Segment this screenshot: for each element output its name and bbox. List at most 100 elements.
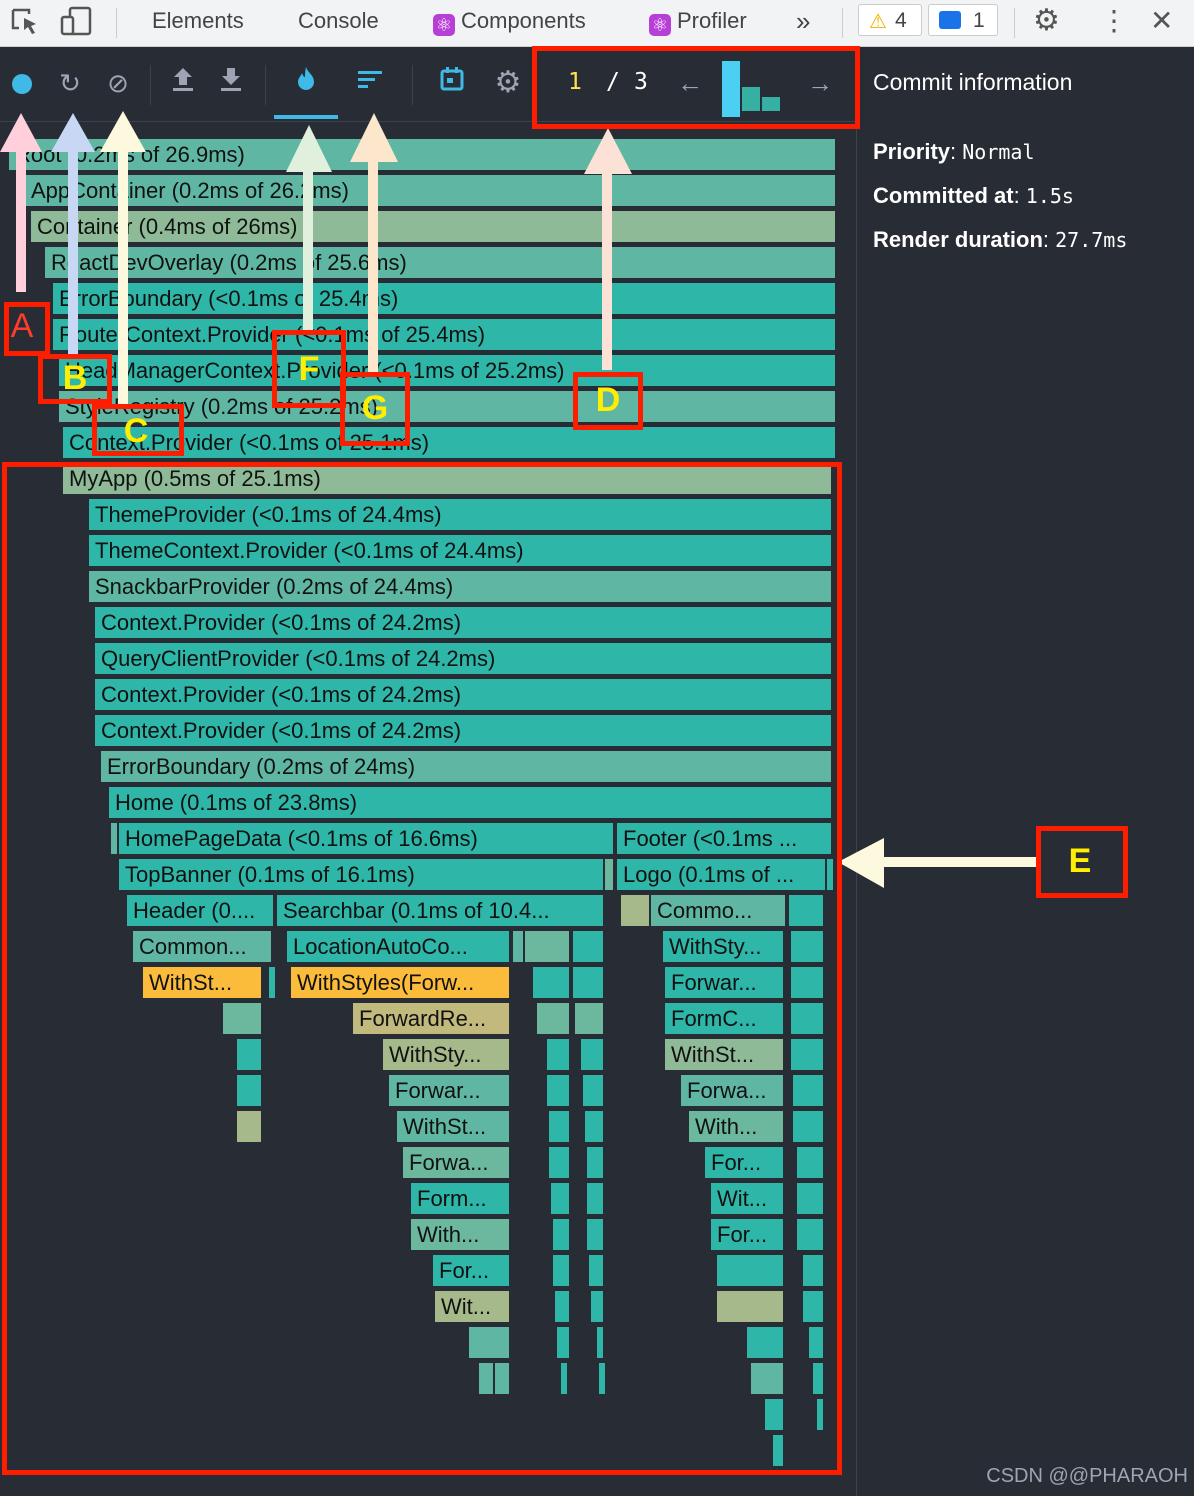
flamegraph-bar[interactable]: Wit... [434,1290,510,1323]
flamegraph-bar[interactable] [604,858,614,891]
flamegraph-bar[interactable]: For... [710,1218,784,1251]
flamegraph-bar[interactable] [560,1362,568,1395]
flamegraph-bar[interactable]: TopBanner (0.1ms of 16.1ms) [118,858,604,891]
flamegraph-bar[interactable]: Searchbar (0.1ms of 10.4... [276,894,604,927]
flamegraph-bar[interactable] [554,1290,570,1323]
flamegraph-bar[interactable]: Forwar... [388,1074,510,1107]
flamegraph-bar[interactable] [790,966,824,999]
flamegraph-bar[interactable] [790,930,824,963]
flamegraph-bar[interactable] [750,1362,784,1395]
flamegraph-bar[interactable] [790,1002,824,1035]
close-icon[interactable]: ✕ [1150,5,1174,36]
commit-bar[interactable] [742,87,760,111]
flamegraph-bar[interactable]: ThemeProvider (<0.1ms of 24.4ms) [88,498,832,531]
flamegraph-bar[interactable] [222,1002,262,1035]
commit-bar-selected[interactable] [722,61,740,117]
flamegraph-bar[interactable] [746,1326,784,1359]
tab-components[interactable]: ⚛ Components [433,0,586,46]
flamegraph-bar[interactable] [792,1110,824,1143]
more-menu-icon[interactable]: ⋮ [1100,5,1128,36]
flamegraph-bar[interactable]: Commo... [650,894,786,927]
flamegraph-bar[interactable]: SnackbarProvider (0.2ms of 24.4ms) [88,570,832,603]
more-tabs-icon[interactable]: » [796,6,811,36]
flamegraph-bar[interactable] [796,1218,824,1251]
flamegraph-bar[interactable]: ForwardRe... [352,1002,510,1035]
device-toolbar-icon[interactable] [60,0,94,46]
flamegraph-bar[interactable] [816,1398,824,1431]
flamegraph-bar[interactable] [716,1254,784,1287]
flamegraph-bar[interactable]: ErrorBoundary (<0.1ms of 25.4ms) [52,282,836,315]
flamegraph-bar[interactable] [772,1434,784,1467]
flamegraph-bar[interactable] [548,1146,570,1179]
flamegraph-bar[interactable] [110,822,118,855]
flamegraph-bar[interactable] [796,1146,824,1179]
flamegraph-bar[interactable]: Forwa... [402,1146,510,1179]
flamegraph-bar[interactable]: RouterContext.Provider (<0.1ms of 25.4ms… [52,318,836,351]
save-profile-button[interactable] [213,65,249,101]
flamegraph-bar[interactable] [552,1254,570,1287]
flamegraph-bar[interactable] [812,1362,824,1395]
previous-commit-button[interactable]: ← [672,65,708,101]
flamegraph-bar[interactable]: QueryClientProvider (<0.1ms of 24.2ms) [94,642,832,675]
flamegraph-bar[interactable] [590,1290,604,1323]
flamegraph-bar[interactable] [236,1110,262,1143]
flamegraph-bar[interactable]: ErrorBoundary (0.2ms of 24ms) [100,750,832,783]
flamegraph-bar[interactable]: WithSty... [382,1038,510,1071]
flamegraph-bar[interactable] [548,1110,570,1143]
flamegraph-bar[interactable] [796,1182,824,1215]
flamegraph-bar[interactable]: WithStyles(Forw... [290,966,510,999]
flamegraph-bar[interactable]: Form... [410,1182,510,1215]
commit-selector-chart[interactable] [722,59,782,117]
flamegraph-bar[interactable] [764,1398,784,1431]
flamegraph-bar[interactable]: Container (0.4ms of 26ms) [30,210,836,243]
flamegraph-bar[interactable] [546,1038,570,1071]
tab-elements[interactable]: Elements [152,8,244,33]
flamegraph-bar[interactable]: Logo (0.1ms of ... [616,858,826,891]
flamegraph-bar[interactable]: Forwar... [664,966,784,999]
flamegraph-bar[interactable] [556,1326,570,1359]
flamegraph-bar[interactable] [582,1074,604,1107]
flamegraph-bar[interactable] [236,1038,262,1071]
timeline-tab[interactable] [434,65,470,101]
next-commit-button[interactable]: → [802,65,838,101]
flamegraph-bar[interactable] [808,1326,824,1359]
clear-profile-button[interactable]: ⊘ [100,65,136,101]
flamegraph-bar[interactable]: Context.Provider (<0.1ms of 24.2ms) [94,606,832,639]
flamegraph-bar[interactable] [532,966,570,999]
flamegraph-bar[interactable] [596,1326,604,1359]
flamegraph-bar[interactable] [268,966,276,999]
flamegraph-bar[interactable]: LocationAutoCo... [286,930,510,963]
warnings-badge[interactable]: ⚠ 4 [858,4,922,36]
flamegraph-bar[interactable] [536,1002,570,1035]
flamegraph-bar[interactable] [550,1182,570,1215]
ranked-chart-tab[interactable] [352,65,388,101]
flamegraph-bar[interactable]: Root (0.2ms of 26.9ms) [8,138,836,171]
flamegraph-bar[interactable] [552,1218,570,1251]
flamegraph-bar[interactable]: WithSt... [396,1110,510,1143]
flamegraph-bar[interactable] [802,1254,824,1287]
flamegraph-bar[interactable] [572,966,604,999]
flamegraph-bar[interactable] [512,930,524,963]
flamegraph-bar[interactable] [716,1290,784,1323]
flamegraph-bar[interactable]: AppContainer (0.2ms of 26.2ms) [24,174,836,207]
flamegraph-tab[interactable] [288,65,324,101]
inspect-element-icon[interactable] [10,0,40,46]
flamegraph-bar[interactable]: Home (0.1ms of 23.8ms) [108,786,832,819]
flamegraph-bar[interactable]: Context.Provider (<0.1ms of 24.2ms) [94,678,832,711]
flamegraph-bar[interactable] [580,1038,604,1071]
flamegraph-bar[interactable]: WithSt... [664,1038,784,1071]
flamegraph-bar[interactable] [588,1254,604,1287]
tab-console[interactable]: Console [298,8,379,33]
flamegraph-bar[interactable]: For... [704,1146,784,1179]
flamegraph-bar[interactable] [790,1038,824,1071]
flamegraph-bar[interactable]: Forwa... [680,1074,784,1107]
flamegraph-bar[interactable]: ThemeContext.Provider (<0.1ms of 24.4ms) [88,534,832,567]
record-button[interactable] [4,65,40,101]
flamegraph-bar[interactable] [584,1110,604,1143]
flamegraph-bar[interactable] [574,1002,604,1035]
flamegraph-bar[interactable]: Wit... [710,1182,784,1215]
flamegraph-bar[interactable] [546,1074,570,1107]
flamegraph-bar[interactable] [792,1074,824,1107]
flamegraph-bar[interactable]: WithSt... [142,966,262,999]
flamegraph-bar[interactable]: MyApp (0.5ms of 25.1ms) [62,462,832,495]
